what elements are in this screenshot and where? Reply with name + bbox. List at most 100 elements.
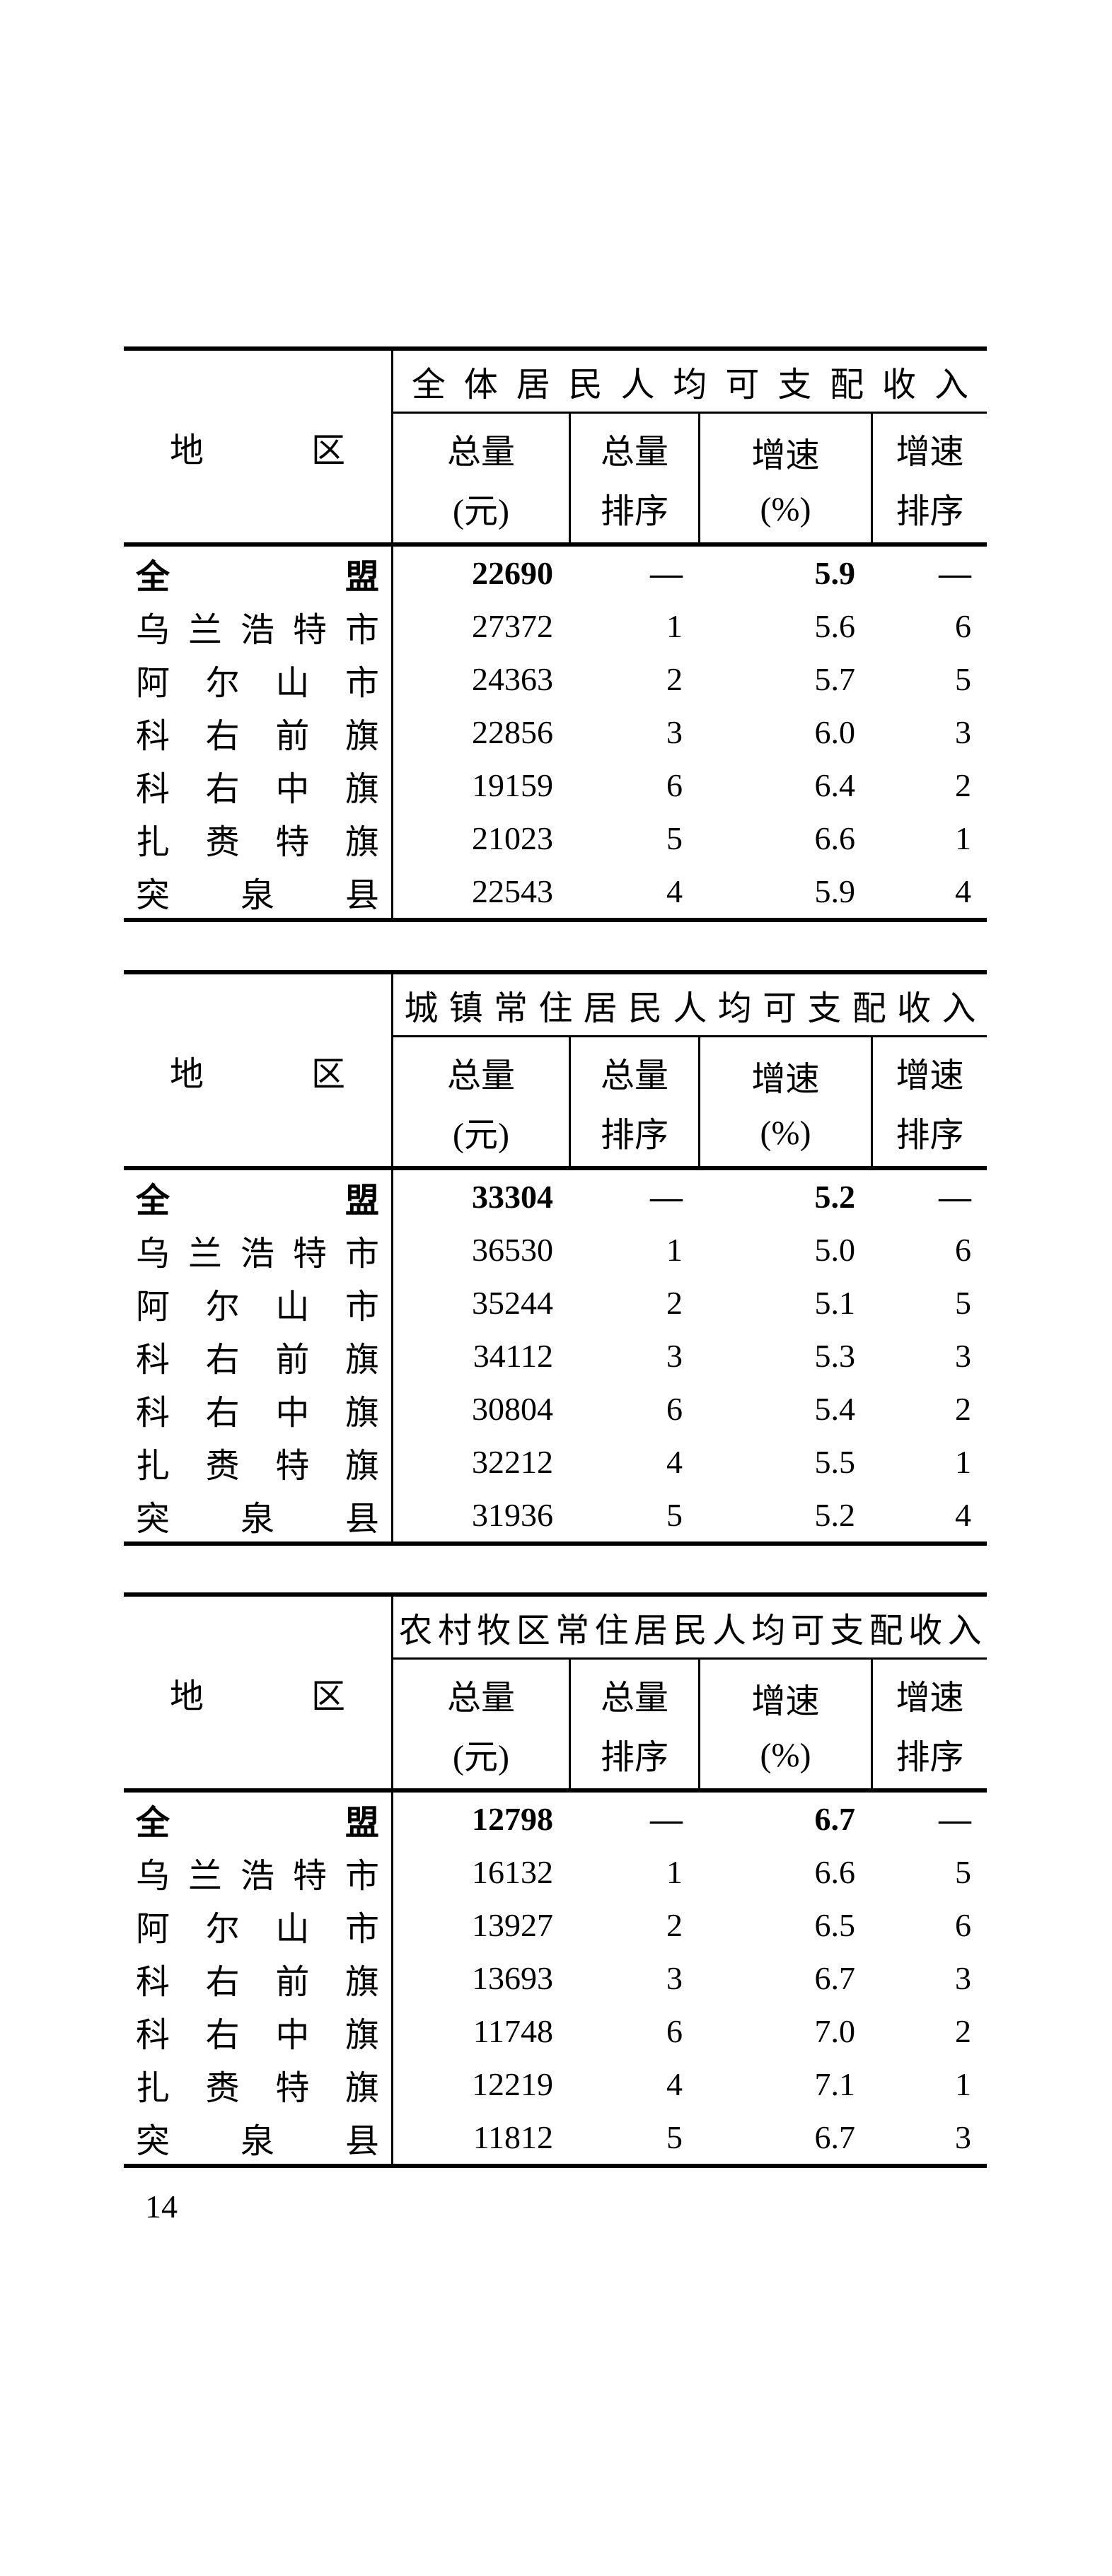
total-rank-cell: 5: [666, 820, 683, 856]
growth-cell: 5.9: [814, 555, 856, 591]
growth-label-line1: 增速: [751, 1683, 820, 1720]
table-row: 阿尔山市 13927 2 6.5 6: [124, 1899, 987, 1952]
column-header-region: 地区: [124, 1597, 393, 1788]
table-row: 乌兰浩特市 27372 1 5.6 6: [124, 600, 987, 653]
total-label-line1: 总量: [446, 1679, 515, 1717]
growth-label-line2: (%): [760, 491, 811, 528]
region-header-label: 地区: [170, 1055, 345, 1093]
total-rank-cell: —: [650, 555, 683, 591]
table-row: 全盟 22690 — 5.9 —: [124, 547, 987, 600]
table-row: 科右中旗 30804 6 5.4 2: [124, 1382, 987, 1435]
column-header-growth-rank: 增速 排序: [871, 1660, 987, 1788]
column-header-growth: 增速 (%): [698, 414, 871, 542]
table-row: 全盟 12798 — 6.7 —: [124, 1793, 987, 1846]
growth-rank-cell: 4: [955, 873, 971, 909]
table-row: 科右前旗 34112 3 5.3 3: [124, 1329, 987, 1382]
growth-rank-cell: 3: [955, 1960, 971, 1996]
column-header-region: 地区: [124, 351, 393, 542]
total-rank-cell: 2: [666, 1285, 683, 1321]
growth-rank-cell: 4: [955, 1497, 971, 1533]
column-header-total: 总量 (元): [393, 414, 569, 542]
growth-cell: 6.6: [814, 820, 856, 856]
table-title: 城镇常住居民人均可支配收入: [393, 974, 987, 1037]
total-cell: 34112: [473, 1338, 553, 1374]
page-content: 地区 全体居民人均可支配收入 总量 (元) 总量 排序: [124, 346, 987, 2225]
growth-rank-label-line1: 增速: [896, 433, 964, 471]
table-all-residents: 地区 全体居民人均可支配收入 总量 (元) 总量 排序: [124, 346, 987, 922]
total-rank-cell: 3: [666, 1960, 683, 1996]
region-cell: 阿尔山市: [136, 664, 379, 702]
table-body: 全盟 22690 — 5.9 — 乌兰浩特市 27372 1 5.6 6 阿尔山…: [124, 547, 987, 918]
total-rank-cell: 5: [666, 1497, 683, 1533]
table-row: 科右前旗 22856 3 6.0 3: [124, 706, 987, 759]
region-header-label: 地区: [170, 1677, 345, 1715]
growth-rank-cell: 1: [955, 820, 971, 856]
growth-cell: 5.9: [814, 873, 856, 909]
table-row: 扎赉特旗 12219 4 7.1 1: [124, 2058, 987, 2111]
growth-cell: 7.1: [814, 2066, 856, 2102]
region-cell: 突泉县: [136, 1500, 379, 1538]
table-row: 科右中旗 19159 6 6.4 2: [124, 759, 987, 812]
growth-rank-label-line2: 排序: [896, 493, 964, 530]
table-row: 扎赉特旗 21023 5 6.6 1: [124, 812, 987, 865]
growth-cell: 5.2: [814, 1497, 856, 1533]
total-label-line2: (元): [453, 493, 509, 530]
total-rank-cell: 6: [666, 767, 683, 803]
table-row: 全盟 33304 — 5.2 —: [124, 1170, 987, 1223]
total-cell: 27372: [472, 608, 553, 644]
column-header-total-rank: 总量 排序: [569, 414, 698, 542]
column-header-total-rank: 总量 排序: [569, 1660, 698, 1788]
total-label-line1: 总量: [446, 433, 515, 471]
table-header-right: 城镇常住居民人均可支配收入 总量 (元) 总量 排序 增速 (%): [393, 974, 987, 1166]
total-label-line2: (元): [453, 1117, 509, 1154]
region-cell: 科右中旗: [136, 770, 379, 808]
table-row: 乌兰浩特市 36530 1 5.0 6: [124, 1223, 987, 1276]
total-cell: 13927: [472, 1907, 553, 1943]
table-header: 地区 农村牧区常住居民人均可支配收入 总量 (元) 总量 排序: [124, 1597, 987, 1793]
column-header-growth: 增速 (%): [698, 1660, 871, 1788]
growth-cell: 5.7: [814, 661, 856, 697]
total-rank-cell: 1: [666, 1854, 683, 1890]
table-row: 突泉县 22543 4 5.9 4: [124, 865, 987, 918]
total-cell: 16132: [472, 1854, 553, 1890]
column-header-total-rank: 总量 排序: [569, 1037, 698, 1166]
total-rank-label-line2: 排序: [600, 1739, 668, 1776]
total-cell: 33304: [472, 1179, 553, 1215]
growth-rank-cell: 6: [955, 608, 971, 644]
growth-cell: 5.1: [814, 1285, 856, 1321]
total-cell: 31936: [472, 1497, 553, 1533]
column-header-growth-rank: 增速 排序: [871, 414, 987, 542]
total-rank-cell: 2: [666, 1907, 683, 1943]
growth-label-line2: (%): [760, 1737, 811, 1774]
total-cell: 19159: [472, 767, 553, 803]
region-cell: 扎赉特旗: [136, 2069, 379, 2107]
total-cell: 11812: [473, 2119, 553, 2155]
growth-rank-cell: 6: [955, 1232, 971, 1268]
table-row: 乌兰浩特市 16132 1 6.6 5: [124, 1846, 987, 1899]
growth-cell: 5.0: [814, 1232, 856, 1268]
sub-header-row: 总量 (元) 总量 排序 增速 (%) 增速 排: [393, 1037, 987, 1166]
region-cell: 科右前旗: [136, 717, 379, 755]
growth-rank-label-line1: 增速: [896, 1057, 964, 1095]
total-rank-label-line2: 排序: [600, 493, 668, 530]
growth-rank-cell: 3: [955, 714, 971, 750]
table-row: 阿尔山市 24363 2 5.7 5: [124, 653, 987, 706]
total-rank-cell: 1: [666, 1232, 683, 1268]
sub-header-row: 总量 (元) 总量 排序 增速 (%) 增速 排: [393, 414, 987, 542]
region-cell: 科右前旗: [136, 1341, 379, 1379]
table-header: 地区 城镇常住居民人均可支配收入 总量 (元) 总量 排序: [124, 974, 987, 1170]
growth-cell: 5.5: [814, 1444, 856, 1480]
growth-rank-cell: 1: [955, 2066, 971, 2102]
total-rank-cell: 6: [666, 2013, 683, 2049]
region-header-label: 地区: [170, 431, 345, 470]
growth-rank-cell: —: [939, 555, 971, 591]
page-number: 14: [145, 2189, 178, 2225]
growth-cell: 5.6: [814, 608, 856, 644]
total-cell: 36530: [472, 1232, 553, 1268]
table-rural-residents: 地区 农村牧区常住居民人均可支配收入 总量 (元) 总量 排序: [124, 1592, 987, 2168]
table-row: 扎赉特旗 32212 4 5.5 1: [124, 1435, 987, 1488]
growth-cell: 6.4: [814, 767, 856, 803]
table-row: 阿尔山市 35244 2 5.1 5: [124, 1276, 987, 1329]
growth-rank-cell: —: [939, 1801, 971, 1837]
region-cell: 阿尔山市: [136, 1910, 379, 1948]
